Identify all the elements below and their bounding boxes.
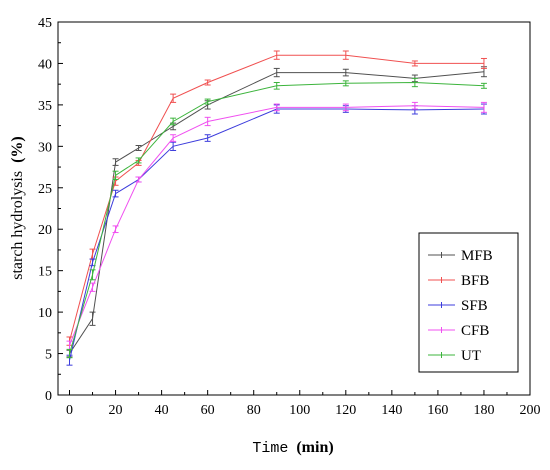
data-point bbox=[273, 67, 280, 78]
x-tick-label: 20 bbox=[109, 403, 123, 418]
legend-label: SFB bbox=[461, 298, 488, 314]
y-tick-label: 20 bbox=[38, 223, 52, 238]
legend-label: MFB bbox=[461, 248, 493, 264]
series-sfb bbox=[66, 103, 487, 366]
data-point bbox=[135, 176, 142, 183]
data-point bbox=[66, 348, 73, 359]
data-point bbox=[112, 189, 119, 198]
x-tick-label: 80 bbox=[247, 403, 261, 418]
data-point bbox=[170, 93, 177, 103]
x-tick-label: 60 bbox=[201, 403, 215, 418]
series-line bbox=[69, 54, 484, 342]
y-tick-label: 35 bbox=[38, 99, 52, 114]
data-point bbox=[112, 225, 119, 234]
data-point bbox=[411, 101, 418, 110]
data-point bbox=[480, 101, 487, 113]
data-point bbox=[480, 82, 487, 89]
data-point bbox=[342, 80, 349, 87]
data-point bbox=[204, 98, 211, 105]
y-tick-label: 45 bbox=[38, 16, 52, 31]
y-axis-title-main: starch hydrolysis bbox=[9, 171, 26, 280]
y-tick-label: 30 bbox=[38, 140, 52, 155]
legend-label: BFB bbox=[461, 273, 489, 289]
x-axis-title-unit: (min) bbox=[296, 439, 333, 456]
series-line bbox=[69, 105, 485, 346]
y-tick-label: 40 bbox=[38, 57, 52, 72]
y-axis-title: starch hydrolysis (%) bbox=[9, 136, 26, 280]
legend-box bbox=[418, 232, 519, 373]
data-point bbox=[204, 134, 211, 142]
data-point bbox=[170, 141, 177, 151]
data-point bbox=[170, 117, 177, 126]
y-tick-label: 5 bbox=[45, 348, 52, 363]
x-tick-label: 100 bbox=[289, 403, 310, 418]
data-point bbox=[112, 158, 119, 166]
legend-label: UT bbox=[461, 348, 481, 364]
x-tick-label: 180 bbox=[473, 403, 494, 418]
legend-item-sfb: SFB bbox=[428, 298, 488, 314]
x-tick-label: 200 bbox=[520, 403, 541, 418]
y-tick-label: 10 bbox=[38, 306, 52, 321]
x-axis-title-main: Time bbox=[252, 440, 288, 457]
x-tick-label: 160 bbox=[427, 403, 448, 418]
y-tick-label: 0 bbox=[45, 389, 52, 404]
data-point bbox=[411, 60, 418, 67]
legend-item-ut: UT bbox=[428, 348, 481, 364]
data-point bbox=[89, 311, 96, 326]
legend-item-mfb: MFB bbox=[428, 248, 493, 264]
data-point bbox=[342, 103, 349, 112]
data-point bbox=[135, 145, 142, 151]
series-ut bbox=[66, 77, 487, 359]
series-mfb bbox=[66, 66, 487, 358]
series-layer bbox=[66, 50, 487, 366]
legend: MFB BFB SFB CFB UT bbox=[418, 232, 519, 373]
x-tick-label: 120 bbox=[335, 403, 356, 418]
data-point bbox=[342, 68, 349, 77]
data-point bbox=[204, 79, 211, 86]
data-point bbox=[112, 170, 119, 180]
series-line bbox=[69, 108, 485, 361]
legend-item-cfb: CFB bbox=[428, 323, 489, 339]
data-point bbox=[411, 77, 418, 88]
data-point bbox=[273, 82, 280, 90]
legend-item-bfb: BFB bbox=[428, 273, 489, 289]
data-point bbox=[170, 134, 177, 142]
x-axis-title: Time (min) bbox=[252, 439, 333, 457]
x-tick-label: 40 bbox=[155, 403, 169, 418]
legend-label: CFB bbox=[461, 323, 489, 339]
data-point bbox=[342, 50, 349, 60]
data-point bbox=[204, 116, 211, 127]
series-line bbox=[69, 71, 485, 354]
y-tick-label: 15 bbox=[38, 265, 52, 280]
data-point bbox=[89, 282, 96, 292]
y-tick-label: 25 bbox=[38, 182, 52, 197]
x-tick-label: 140 bbox=[381, 403, 402, 418]
data-point bbox=[89, 269, 96, 281]
series-bfb bbox=[66, 50, 487, 346]
data-point bbox=[273, 103, 280, 112]
axis-ticks: 0 20 40 60 80 100 120 140 160 180 200 0 5 10 15 20 25 30 3… bbox=[38, 16, 541, 418]
y-axis-title-unit: (%) bbox=[9, 136, 26, 163]
data-point bbox=[135, 157, 142, 164]
data-point bbox=[273, 50, 280, 60]
series-line bbox=[69, 81, 485, 354]
x-tick-label: 0 bbox=[66, 403, 73, 418]
data-point bbox=[480, 57, 487, 69]
